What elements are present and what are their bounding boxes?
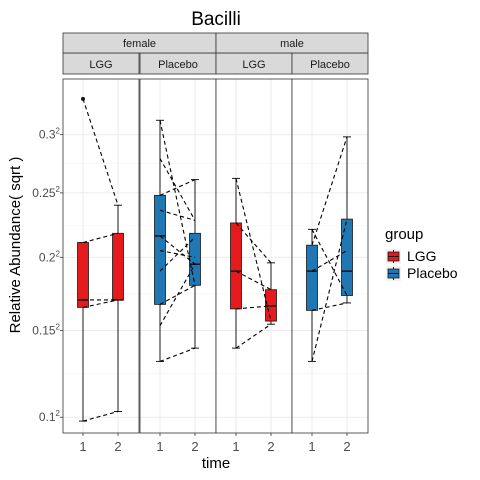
panel-strip-label: Placebo xyxy=(310,59,350,71)
box-body xyxy=(155,195,166,304)
y-tick-base: 0.3 xyxy=(39,128,56,142)
legend-entry-placebo: Placebo xyxy=(386,265,458,281)
panel-background xyxy=(140,79,216,433)
panels: LGG 1 2 Placebo 1 2 LGG 1 2 Placebo 1 2 xyxy=(63,53,368,454)
legend-label: Placebo xyxy=(407,265,458,281)
y-tick-label: 0.12 xyxy=(39,409,61,424)
panel-strip-label: LGG xyxy=(89,59,112,71)
panel-female-placebo: Placebo 1 2 xyxy=(140,53,216,454)
box-body xyxy=(113,233,124,300)
panel-male-lgg: LGG 1 2 xyxy=(216,53,292,454)
panel-male-placebo: Placebo 1 2 xyxy=(292,53,368,454)
y-axis-title: Relative Abundance( sqrt ) xyxy=(7,157,24,334)
panel-background xyxy=(63,79,139,433)
panel-female-lgg: LGG 1 2 xyxy=(63,53,139,454)
y-tick-exponent: 2 xyxy=(56,249,61,258)
y-tick-exponent: 2 xyxy=(56,409,61,418)
x-axis-title: time xyxy=(202,455,230,472)
legend-title: group xyxy=(385,226,423,243)
y-tick-exponent: 2 xyxy=(56,322,61,331)
panel-strip-label: LGG xyxy=(242,59,265,71)
y-tick-label: 0.152 xyxy=(32,322,60,337)
y-tick-base: 0.25 xyxy=(32,186,56,200)
x-tick-label: 1 xyxy=(308,439,315,454)
facet-strip-label: female xyxy=(123,38,156,50)
box-body xyxy=(231,223,242,309)
x-tick-label: 2 xyxy=(191,439,198,454)
x-tick-label: 2 xyxy=(343,439,350,454)
box-body xyxy=(342,219,353,295)
y-tick-label: 0.32 xyxy=(39,127,61,142)
legend-label: LGG xyxy=(407,248,437,264)
panel-background xyxy=(216,79,292,433)
y-tick-exponent: 2 xyxy=(56,185,61,194)
panel-background xyxy=(292,79,368,433)
y-tick-label: 0.252 xyxy=(32,185,60,200)
x-tick-label: 1 xyxy=(79,439,86,454)
x-tick-label: 2 xyxy=(114,439,121,454)
box-body xyxy=(307,245,318,310)
x-tick-label: 1 xyxy=(156,439,163,454)
box-body xyxy=(78,243,89,308)
facet-strip-label: male xyxy=(280,38,304,50)
y-tick-label: 0.22 xyxy=(39,249,61,264)
y-tick-base: 0.1 xyxy=(39,410,56,424)
y-tick-exponent: 2 xyxy=(56,127,61,136)
x-tick-label: 2 xyxy=(267,439,274,454)
chart-title: Bacilli xyxy=(191,9,241,30)
y-tick-base: 0.15 xyxy=(32,323,56,337)
y-tick-base: 0.2 xyxy=(39,250,56,264)
legend-entry-lgg: LGG xyxy=(386,248,437,264)
panel-strip-label: Placebo xyxy=(158,59,198,71)
x-tick-label: 1 xyxy=(232,439,239,454)
